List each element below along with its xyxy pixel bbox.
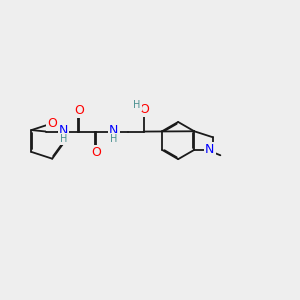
Text: O: O bbox=[74, 104, 84, 117]
Text: N: N bbox=[205, 143, 214, 156]
Text: H: H bbox=[110, 134, 117, 144]
Text: O: O bbox=[139, 103, 149, 116]
Text: O: O bbox=[91, 146, 101, 159]
Text: H: H bbox=[134, 100, 141, 110]
Text: N: N bbox=[109, 124, 118, 137]
Text: N: N bbox=[59, 124, 68, 137]
Text: H: H bbox=[60, 134, 67, 144]
Text: O: O bbox=[47, 117, 57, 130]
